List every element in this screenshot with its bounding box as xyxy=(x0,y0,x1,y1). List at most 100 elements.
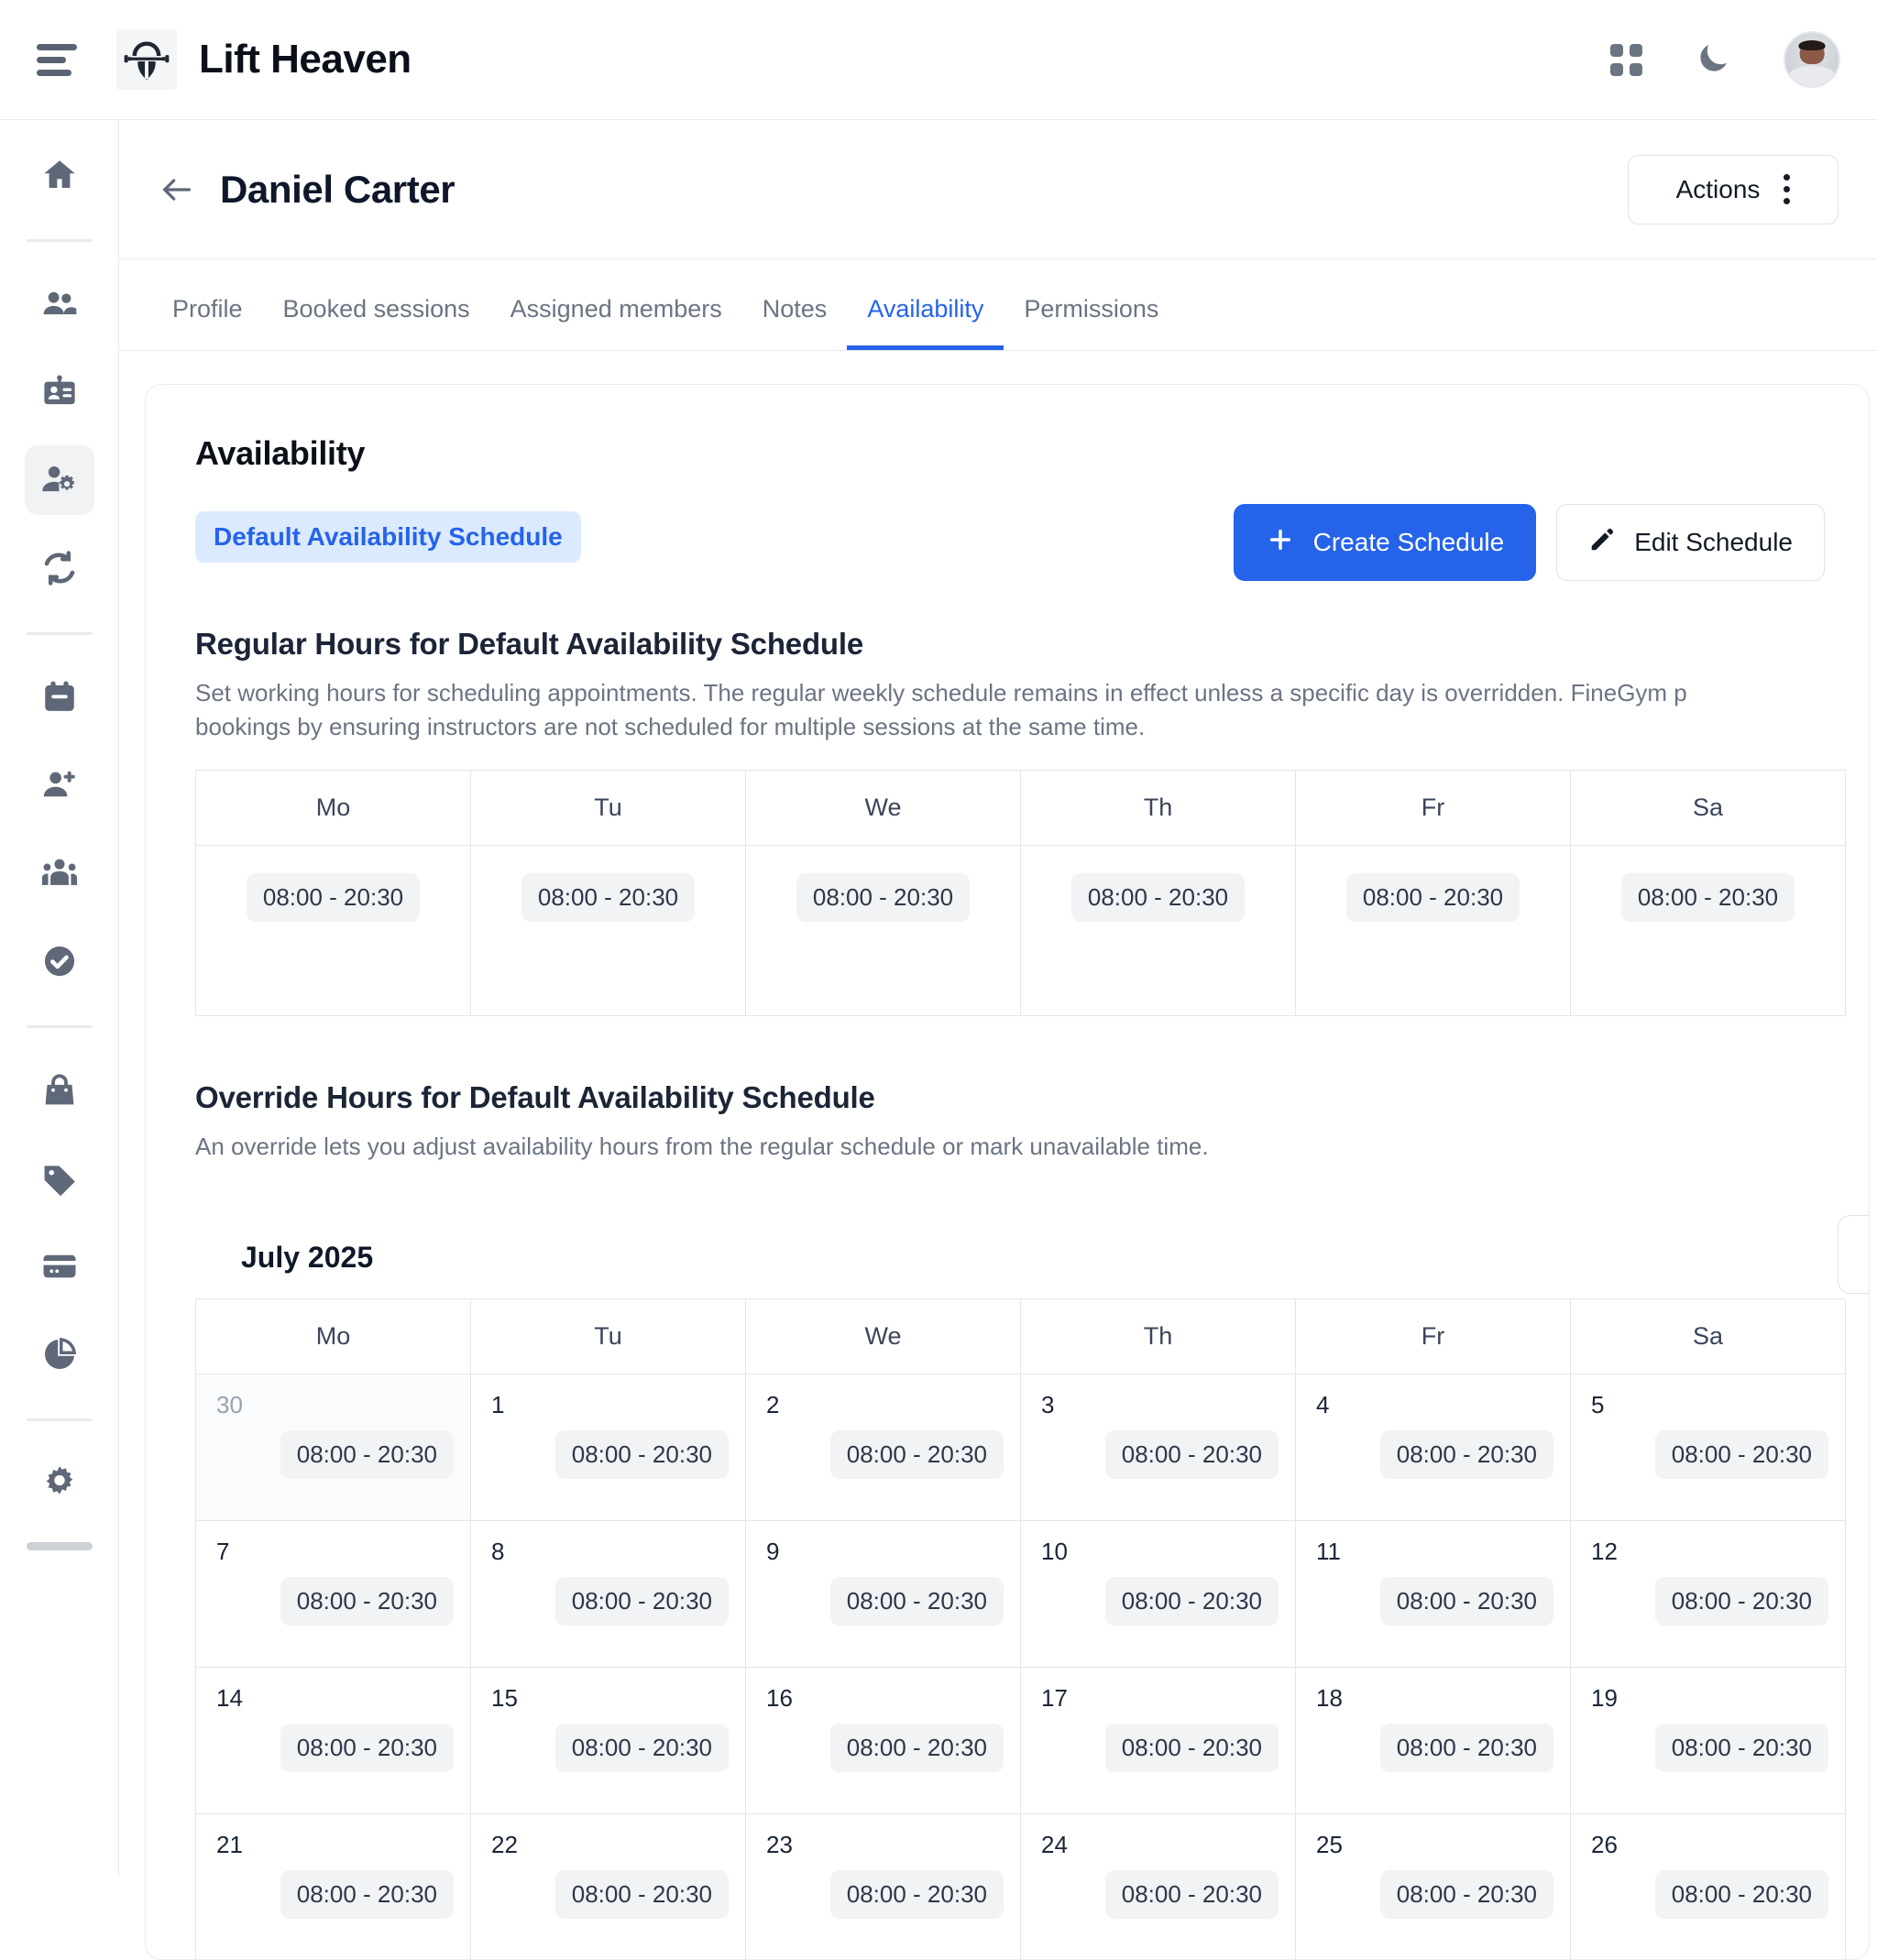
sidebar-item-home[interactable] xyxy=(25,140,94,210)
sidebar-item-payments[interactable] xyxy=(25,1232,94,1301)
hamburger-menu-icon[interactable] xyxy=(37,39,77,80)
hours-chip[interactable]: 08:00 - 20:30 xyxy=(1380,1724,1553,1772)
create-schedule-button[interactable]: Create Schedule xyxy=(1234,504,1537,581)
calendar-day-hours: 08:00 - 20:30 xyxy=(766,1577,1004,1626)
sidebar-scrollbar[interactable] xyxy=(27,1542,93,1550)
sidebar-item-shop[interactable] xyxy=(25,1056,94,1125)
sidebar-item-staff-cards[interactable] xyxy=(25,357,94,427)
tab-assigned-members[interactable]: Assigned members xyxy=(490,295,742,350)
hours-chip[interactable]: 08:00 - 20:30 xyxy=(280,1430,454,1479)
grid-apps-icon[interactable] xyxy=(1610,44,1642,76)
sidebar-item-approvals[interactable] xyxy=(25,926,94,996)
calendar-day-number: 25 xyxy=(1316,1831,1553,1859)
calendar-day-number: 19 xyxy=(1591,1684,1828,1713)
actions-button[interactable]: Actions xyxy=(1628,155,1839,224)
hours-chip[interactable]: 08:00 - 20:30 xyxy=(1380,1430,1553,1479)
sidebar-item-sync[interactable] xyxy=(25,533,94,603)
calendar-day-header: Th xyxy=(1021,1298,1296,1374)
hours-chip[interactable]: 08:00 - 20:30 xyxy=(1105,1430,1279,1479)
hours-chip[interactable]: 08:00 - 20:30 xyxy=(1655,1724,1828,1772)
hours-chip[interactable]: 08:00 - 20:30 xyxy=(830,1870,1004,1919)
arrow-left-icon[interactable] xyxy=(156,169,198,211)
sidebar-item-calendar[interactable] xyxy=(25,662,94,732)
calendar-day-header: Tu xyxy=(471,1298,746,1374)
hours-chip[interactable]: 08:00 - 20:30 xyxy=(1655,1577,1828,1626)
calendar-nav-button[interactable] xyxy=(1838,1215,1870,1294)
tab-booked-sessions[interactable]: Booked sessions xyxy=(263,295,490,350)
sidebar-item-members[interactable] xyxy=(25,269,94,339)
hours-chip[interactable]: 08:00 - 20:30 xyxy=(830,1430,1004,1479)
tab-availability[interactable]: Availability xyxy=(847,295,1004,350)
sidebar-item-groups[interactable] xyxy=(25,838,94,908)
sidebar-item-settings[interactable] xyxy=(25,1449,94,1518)
edit-schedule-button[interactable]: Edit Schedule xyxy=(1556,504,1825,581)
calendar-day-cell[interactable]: 19 08:00 - 20:30 xyxy=(1571,1667,1846,1813)
hours-chip[interactable]: 08:00 - 20:30 xyxy=(247,873,420,922)
hours-chip[interactable]: 08:00 - 20:30 xyxy=(1105,1724,1279,1772)
calendar-day-number: 24 xyxy=(1041,1831,1279,1859)
sidebar-divider-4 xyxy=(27,1418,93,1421)
moon-dark-mode-icon[interactable] xyxy=(1694,38,1732,82)
hours-chip[interactable]: 08:00 - 20:30 xyxy=(1105,1870,1279,1919)
hours-chip[interactable]: 08:00 - 20:30 xyxy=(280,1577,454,1626)
hours-chip[interactable]: 08:00 - 20:30 xyxy=(1380,1577,1553,1626)
calendar-day-hours: 08:00 - 20:30 xyxy=(1041,1724,1279,1772)
calendar-day-header: Mo xyxy=(196,1298,471,1374)
hours-chip[interactable]: 08:00 - 20:30 xyxy=(830,1577,1004,1626)
calendar-month-label: July 2025 xyxy=(241,1241,373,1275)
plus-icon xyxy=(1266,525,1295,561)
hours-chip[interactable]: 08:00 - 20:30 xyxy=(555,1724,729,1772)
hours-chip[interactable]: 08:00 - 20:30 xyxy=(1346,873,1520,922)
tab-notes[interactable]: Notes xyxy=(742,295,848,350)
calendar-day-hours: 08:00 - 20:30 xyxy=(1316,1870,1553,1919)
hours-chip[interactable]: 08:00 - 20:30 xyxy=(280,1870,454,1919)
calendar-day-number: 10 xyxy=(1041,1538,1279,1566)
hours-chip[interactable]: 08:00 - 20:30 xyxy=(1380,1870,1553,1919)
calendar-day-cell[interactable]: 10 08:00 - 20:30 xyxy=(1021,1520,1296,1667)
hours-chip[interactable]: 08:00 - 20:30 xyxy=(555,1430,729,1479)
sidebar-item-reports[interactable] xyxy=(25,1319,94,1389)
hours-chip[interactable]: 08:00 - 20:30 xyxy=(555,1870,729,1919)
tab-permissions[interactable]: Permissions xyxy=(1004,295,1179,350)
hours-chip[interactable]: 08:00 - 20:30 xyxy=(796,873,970,922)
hours-chip[interactable]: 08:00 - 20:30 xyxy=(555,1577,729,1626)
sidebar-item-offers[interactable] xyxy=(25,1144,94,1213)
hours-chip[interactable]: 08:00 - 20:30 xyxy=(1621,873,1795,922)
hours-chip[interactable]: 08:00 - 20:30 xyxy=(521,873,695,922)
hours-chip[interactable]: 08:00 - 20:30 xyxy=(830,1724,1004,1772)
sidebar-item-add-member[interactable] xyxy=(25,750,94,820)
avatar[interactable] xyxy=(1784,31,1840,88)
calendar-day-cell[interactable]: 24 08:00 - 20:30 xyxy=(1021,1813,1296,1960)
tab-profile[interactable]: Profile xyxy=(152,295,263,350)
calendar-day-cell[interactable]: 25 08:00 - 20:30 xyxy=(1296,1813,1571,1960)
regular-hours-cell: 08:00 - 20:30 xyxy=(196,845,471,1015)
hours-chip[interactable]: 08:00 - 20:30 xyxy=(1105,1577,1279,1626)
hours-chip[interactable]: 08:00 - 20:30 xyxy=(1655,1430,1828,1479)
hours-chip[interactable]: 08:00 - 20:30 xyxy=(1071,873,1245,922)
hours-chip[interactable]: 08:00 - 20:30 xyxy=(280,1724,454,1772)
hours-chip[interactable]: 08:00 - 20:30 xyxy=(1655,1870,1828,1919)
schedule-badge[interactable]: Default Availability Schedule xyxy=(195,511,581,563)
sidebar-item-instructors[interactable] xyxy=(25,445,94,515)
